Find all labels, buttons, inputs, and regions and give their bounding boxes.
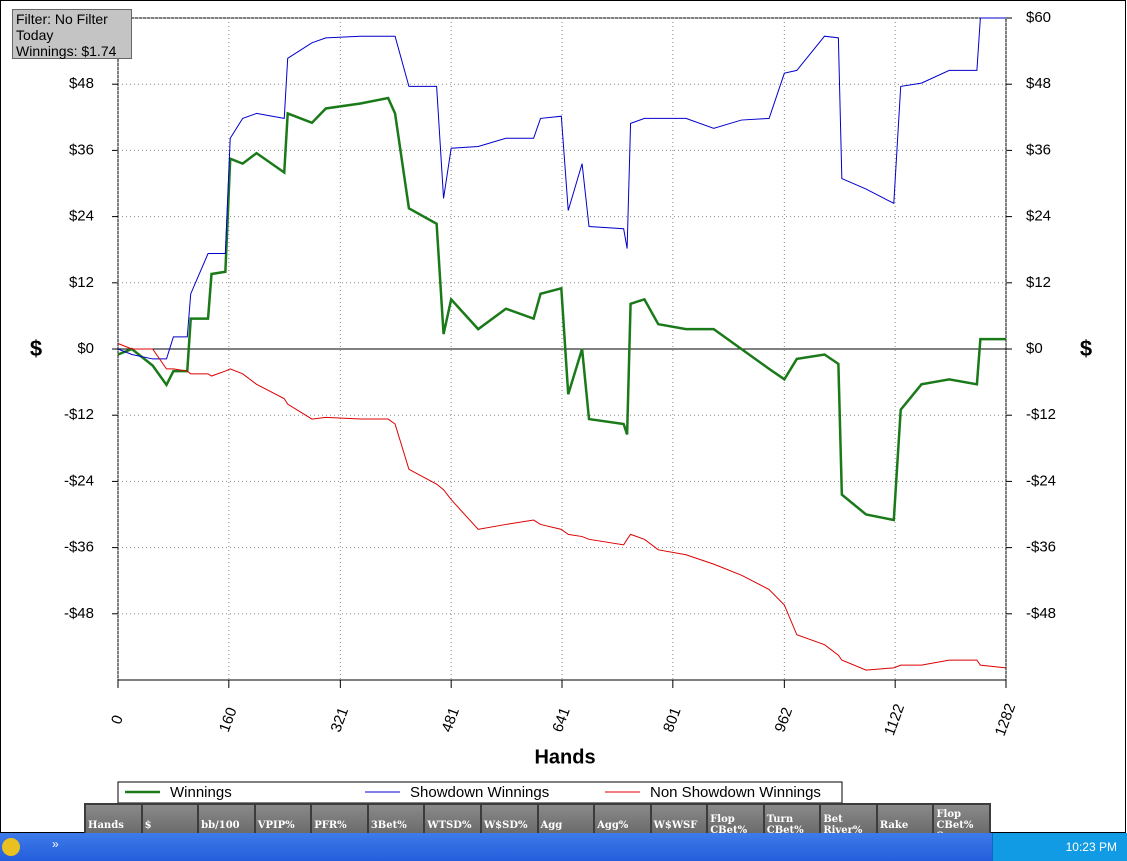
y-tick-label: -$24 [64,472,94,489]
start-icon[interactable] [2,838,20,856]
y-tick-label: $36 [69,141,94,158]
y-tick-label: $0 [77,340,94,357]
y2-axis-title: $ [1080,336,1092,361]
y2-tick-label: $60 [1026,9,1051,26]
quick-launch-arrows[interactable]: » [52,837,59,851]
series-line [117,343,1007,671]
series-line [117,17,1006,360]
y2-tick-label: -$48 [1026,605,1056,622]
legend-label: Showdown Winnings [410,784,549,801]
y-tick-label: $12 [69,274,94,291]
y2-tick-label: $48 [1026,75,1051,92]
system-tray: 10:23 PM [992,833,1127,861]
y-tick-label: -$48 [64,605,94,622]
filter-line: Winnings: $1.74 [16,43,117,59]
y2-tick-label: $24 [1026,208,1051,225]
taskbar: » 10:23 PM [0,833,1127,861]
legend [117,781,843,804]
y2-tick-label: -$36 [1026,539,1056,556]
legend-label: Non Showdown Winnings [650,784,821,801]
y2-tick-label: $0 [1026,340,1043,357]
series-line [117,96,1006,522]
legend-label: Winnings [170,784,232,801]
column-header: VPIP% [253,803,313,847]
filter-box: Filter: No Filter Today Winnings: $1.74 [12,9,132,59]
chart: Hands $ $ -$48 -$48 -$36 -$36 -$24 -$24 -$12 -$… [0,0,1126,833]
y2-tick-label: $36 [1026,141,1051,158]
y-tick-label: $24 [69,208,94,225]
y2-tick-label: -$12 [1026,406,1056,423]
filter-line: Filter: No Filter [16,11,108,27]
y-axis-title: $ [30,336,42,361]
clock: 10:23 PM [1065,840,1117,854]
y-tick-label: $48 [69,75,94,92]
y2-tick-label: $12 [1026,274,1051,291]
y-tick-label: -$36 [64,539,94,556]
y2-tick-label: -$24 [1026,472,1056,489]
x-axis-title: Hands [534,746,595,768]
filter-line: Today [16,27,54,43]
y-tick-label: -$12 [64,406,94,423]
